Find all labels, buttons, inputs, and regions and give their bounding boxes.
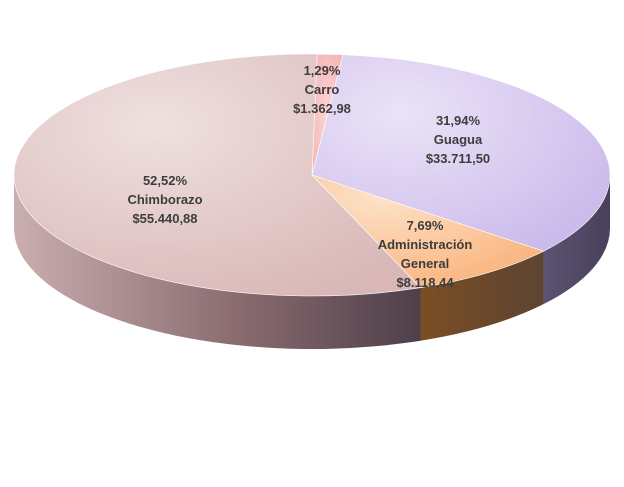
pie-top-slices: [13, 53, 611, 297]
slice-guagua: [311, 54, 611, 252]
pie-data-labels: 1,29% Carro $1.362,98 31,94% Guagua $33.711,5…: [127, 63, 490, 290]
side-guagua: [543, 175, 610, 305]
side-administracion-general: [420, 251, 544, 341]
slice-chimborazo: [13, 53, 422, 297]
data-label-chimborazo: 52,52% Chimborazo $55.440,88: [127, 173, 202, 226]
data-label-guagua: 31,94% Guagua $33.711,50: [426, 113, 490, 166]
pie-side-walls: [14, 175, 610, 349]
data-label-administracion-general: 7,69% Administración General $8.118,44: [378, 218, 473, 290]
slice-administracion-general: [311, 174, 545, 289]
data-label-carro: 1,29% Carro $1.362,98: [293, 63, 351, 116]
side-chimborazo: [14, 175, 421, 349]
